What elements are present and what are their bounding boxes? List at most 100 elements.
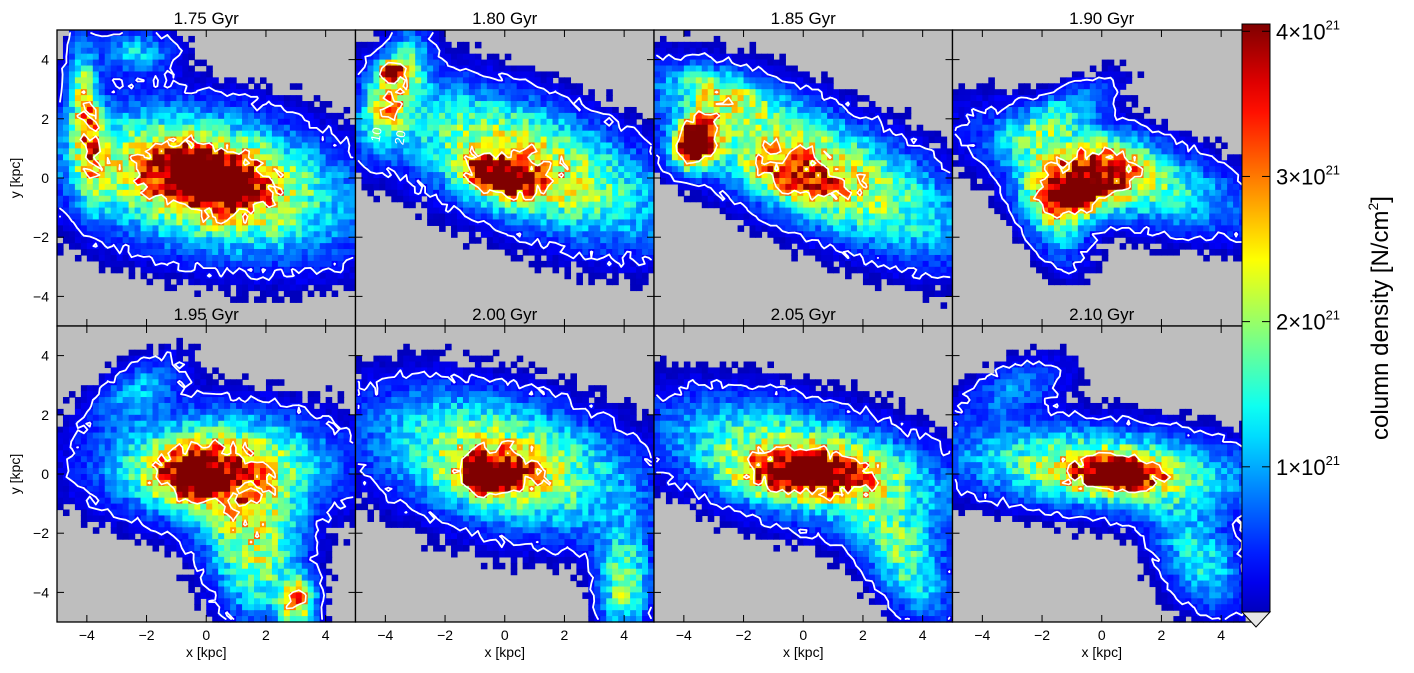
density-cell [552,112,560,120]
density-cell [839,183,846,191]
density-cell [116,189,124,197]
density-cell [677,148,685,155]
density-cell [480,154,488,161]
density-cell [636,260,643,268]
density-cell [92,249,100,256]
density-cell [248,148,255,155]
density-cell [439,124,446,132]
density-cell [492,148,500,155]
density-cell [415,154,422,161]
density-cell [176,83,183,90]
density-cell [248,189,255,197]
density-cell [439,71,446,78]
density-cell [337,189,345,197]
density-cell [594,243,601,250]
density-cell [821,166,828,173]
density-cell [128,118,136,126]
density-cell [277,118,285,126]
density-cell [498,213,506,221]
density-cell [683,183,691,191]
density-cell [737,142,745,149]
density-cell [713,112,721,120]
density-cell [588,225,595,232]
density-cell [200,148,207,155]
density-cell [289,178,297,185]
density-cell [212,142,219,149]
density-cell [325,254,333,262]
density-cell [839,237,846,244]
density-cell [230,278,237,286]
density-cell [367,89,375,96]
density-cell [331,195,339,203]
density-cell [564,178,572,185]
density-cell [504,225,512,232]
density-cell [86,53,94,61]
density-cell [301,160,309,167]
density-cell [528,225,536,232]
density-cell [349,260,357,268]
density-cell [761,95,769,102]
density-cell [462,154,470,161]
density-cell [630,160,637,167]
density-cell [254,124,261,132]
density-cell [564,77,572,84]
density-cell [218,195,225,203]
density-cell [301,195,309,203]
density-cell [289,183,297,191]
density-cell [62,207,70,215]
density-cell [277,189,285,197]
density-cell [922,284,930,292]
density-cell [803,89,810,96]
density-cell [576,172,583,179]
density-cell [439,89,446,96]
density-cell [92,237,100,244]
density-cell [307,172,315,179]
density-cell [409,65,416,73]
density-cell [57,201,64,209]
density-cell [898,237,906,244]
density-cell [683,65,691,73]
density-cell [421,89,428,96]
density-cell [307,237,315,244]
density-cell [319,124,327,132]
density-cell [862,243,870,250]
density-cell [104,95,112,102]
density-cell [319,290,327,297]
density-cell [188,47,195,55]
density-cell [104,237,112,244]
density-cell [570,225,577,232]
density-cell [486,183,494,191]
density-cell [940,254,948,262]
density-cell [827,178,834,185]
density-cell [833,95,840,102]
density-cell [976,160,983,167]
density-cell [439,95,446,102]
density-cell [845,207,852,215]
density-cell [164,284,172,292]
density-cell [797,130,804,138]
density-cell [331,148,339,155]
density-cell [821,101,828,108]
density-cell [642,272,649,280]
density-cell [791,178,798,185]
density-cell [588,237,595,244]
density-cell [839,213,846,221]
density-cell [140,59,148,67]
density-cell [534,136,542,144]
density-cell [934,154,942,161]
density-cell [612,189,619,197]
density-cell [248,243,255,250]
density-cell [140,41,148,49]
density-cell [570,106,577,114]
density-cell [218,201,225,209]
density-cell [194,266,201,274]
density-cell [695,41,703,49]
density-cell [104,77,112,84]
density-cell [421,160,428,167]
density-cell [636,225,643,232]
density-cell [224,106,231,114]
density-cell [474,124,482,132]
density-cell [122,219,130,226]
density-cell [618,225,625,232]
density-cell [116,101,124,108]
